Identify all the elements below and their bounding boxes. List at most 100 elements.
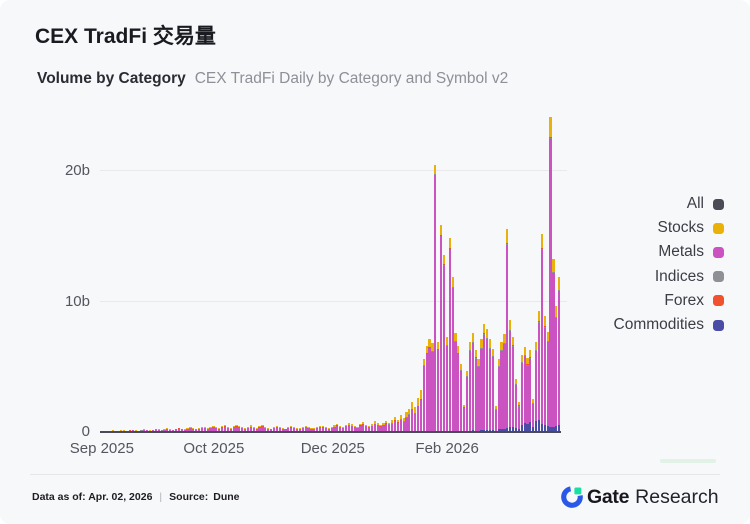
bar-column[interactable]: [163, 429, 166, 432]
bar-column[interactable]: [342, 426, 345, 432]
bar-column[interactable]: [414, 407, 417, 432]
bar-column[interactable]: [535, 342, 538, 432]
bar-column[interactable]: [402, 417, 405, 432]
bar-column[interactable]: [512, 336, 515, 432]
bar-column[interactable]: [491, 348, 495, 432]
bar-column[interactable]: [269, 428, 273, 432]
bar-column[interactable]: [442, 254, 446, 432]
legend-item-all[interactable]: All: [687, 192, 724, 216]
bar-column[interactable]: [221, 426, 224, 432]
bar-column[interactable]: [293, 426, 296, 432]
bar-column[interactable]: [197, 427, 201, 432]
bar-column[interactable]: [249, 425, 252, 432]
bar-column[interactable]: [471, 332, 474, 432]
bar-column[interactable]: [503, 334, 506, 432]
bar-column[interactable]: [431, 343, 434, 432]
bar-column[interactable]: [272, 427, 276, 432]
bar-column[interactable]: [235, 424, 238, 432]
bar-column[interactable]: [267, 427, 270, 432]
legend-item-stocks[interactable]: Stocks: [657, 216, 724, 240]
bar-column[interactable]: [169, 429, 172, 432]
bar-column[interactable]: [439, 224, 443, 432]
bar-column[interactable]: [290, 426, 293, 432]
bar-column[interactable]: [186, 428, 189, 432]
plot-area[interactable]: [100, 110, 567, 433]
bar-column[interactable]: [347, 422, 350, 432]
bar-column[interactable]: [480, 339, 483, 432]
bar-column[interactable]: [500, 342, 503, 432]
bar-column[interactable]: [336, 423, 339, 432]
bar-column[interactable]: [494, 405, 497, 432]
bar-column[interactable]: [330, 426, 333, 432]
bar-column[interactable]: [546, 331, 549, 432]
bar-column[interactable]: [359, 423, 362, 432]
bar-column[interactable]: [448, 237, 451, 432]
bar-column[interactable]: [373, 421, 376, 432]
bar-column[interactable]: [353, 425, 356, 432]
bar-column[interactable]: [486, 329, 489, 432]
bar-column[interactable]: [416, 398, 420, 432]
bar-column[interactable]: [206, 428, 209, 432]
bar-column[interactable]: [399, 415, 402, 432]
bar-column[interactable]: [477, 359, 480, 432]
bar-column[interactable]: [189, 427, 192, 432]
bar-column[interactable]: [212, 426, 215, 432]
bar-column[interactable]: [324, 427, 327, 432]
bar-column[interactable]: [365, 424, 368, 432]
bar-column[interactable]: [284, 428, 287, 432]
bar-column[interactable]: [304, 425, 307, 432]
bar-column[interactable]: [356, 426, 359, 432]
bar-column[interactable]: [327, 427, 330, 432]
bar-column[interactable]: [209, 427, 212, 432]
bar-column[interactable]: [301, 426, 304, 432]
bar-column[interactable]: [298, 428, 301, 432]
bar-column[interactable]: [200, 426, 204, 432]
bar-column[interactable]: [238, 426, 241, 432]
bar-column[interactable]: [246, 426, 250, 432]
bar-column[interactable]: [339, 425, 342, 432]
bar-column[interactable]: [321, 426, 325, 432]
bar-column[interactable]: [313, 428, 316, 432]
bar-column[interactable]: [287, 427, 290, 432]
bar-column[interactable]: [388, 422, 391, 432]
bar-column[interactable]: [483, 323, 486, 432]
bar-column[interactable]: [333, 425, 336, 432]
bar-column[interactable]: [195, 428, 198, 432]
bar-column[interactable]: [177, 427, 180, 432]
bar-column[interactable]: [215, 426, 218, 432]
bar-column[interactable]: [419, 390, 422, 432]
bar-column[interactable]: [425, 345, 428, 432]
bar-column[interactable]: [252, 426, 255, 432]
bar-column[interactable]: [241, 427, 244, 432]
bar-column[interactable]: [295, 427, 299, 432]
bar-column[interactable]: [468, 342, 471, 432]
bar-column[interactable]: [367, 425, 371, 432]
bar-column[interactable]: [350, 424, 353, 432]
bar-column[interactable]: [192, 427, 195, 432]
bar-column[interactable]: [558, 276, 561, 432]
bar-column[interactable]: [411, 402, 414, 432]
bar-column[interactable]: [428, 339, 431, 432]
bar-column[interactable]: [385, 420, 388, 432]
legend-item-forex[interactable]: Forex: [664, 289, 724, 313]
bar-column[interactable]: [362, 422, 365, 432]
bar-column[interactable]: [552, 258, 555, 432]
bar-column[interactable]: [526, 357, 529, 432]
bar-column[interactable]: [537, 310, 541, 432]
bar-column[interactable]: [264, 426, 267, 432]
bar-column[interactable]: [382, 423, 385, 432]
bar-column[interactable]: [509, 319, 512, 432]
bar-column[interactable]: [422, 359, 425, 432]
bar-column[interactable]: [523, 347, 526, 432]
bar-column[interactable]: [391, 420, 394, 432]
bar-column[interactable]: [506, 228, 509, 432]
legend-item-metals[interactable]: Metals: [658, 240, 724, 264]
bar-column[interactable]: [437, 342, 440, 432]
bar-column[interactable]: [281, 427, 284, 432]
legend-item-indices[interactable]: Indices: [655, 265, 724, 289]
bar-column[interactable]: [532, 399, 535, 432]
legend-item-commodities[interactable]: Commodities: [614, 313, 724, 337]
bar-column[interactable]: [376, 423, 379, 432]
bar-column[interactable]: [488, 339, 492, 432]
bar-column[interactable]: [540, 233, 544, 432]
